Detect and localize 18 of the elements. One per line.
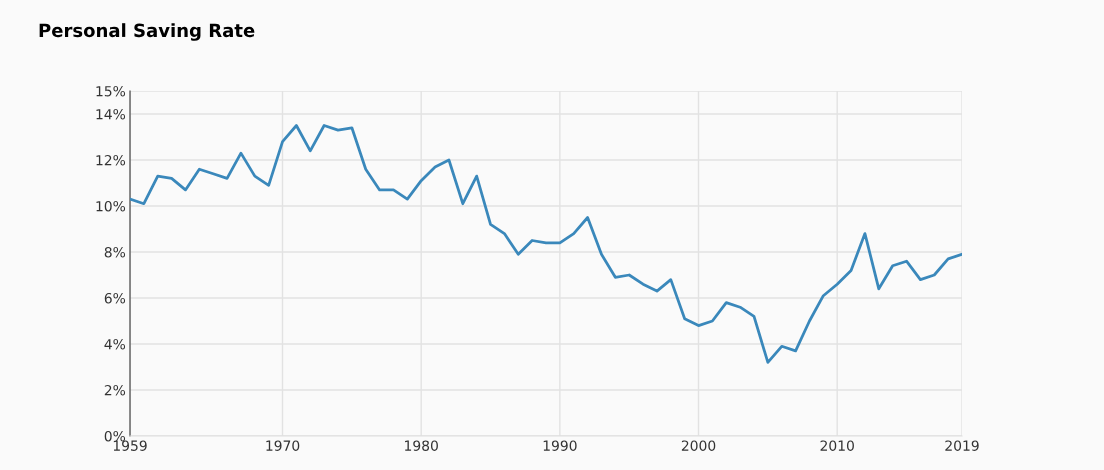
y-tick-label: 15% (96, 85, 126, 97)
y-tick-label: 10% (96, 200, 126, 212)
x-tick-label: 2019 (945, 440, 979, 451)
chart-title: Personal Saving Rate (39, 23, 255, 41)
x-tick-label: 2010 (820, 440, 854, 451)
y-tick-label: 0% (104, 430, 126, 442)
y-tick-label: 6% (104, 292, 126, 304)
x-tick-label: 2000 (681, 440, 716, 451)
y-tick-label: 12% (96, 154, 126, 166)
x-tick-label: 1990 (543, 440, 577, 451)
line-series (130, 124, 962, 364)
y-tick-label: 2% (104, 384, 126, 396)
x-tick-label: 1970 (266, 440, 300, 451)
y-tick-label: 4% (104, 338, 126, 350)
y-tick-label: 14% (96, 108, 126, 120)
y-tick-label: 8% (104, 246, 126, 258)
x-tick-label: 1980 (405, 440, 438, 451)
x-tick-label: 1959 (113, 440, 147, 451)
